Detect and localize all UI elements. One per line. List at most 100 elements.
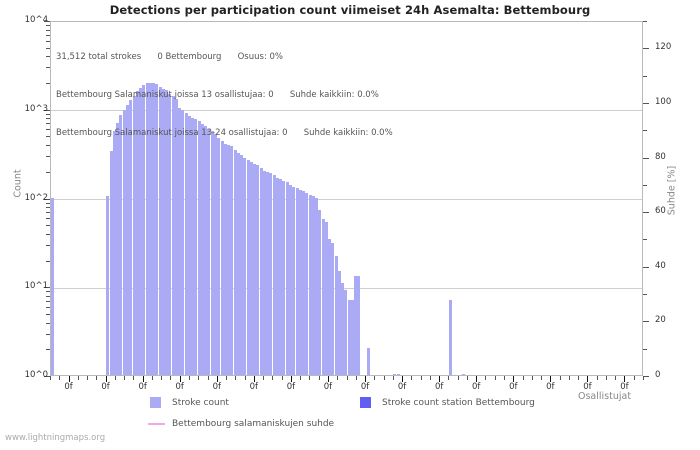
x-axis-minor-tick [504,376,506,380]
bar [448,300,452,375]
x-axis-minor-tick [300,376,302,380]
y-axis-left-minor-tick [46,300,50,302]
bar [272,174,276,375]
y-axis-left-minor-tick [46,67,50,69]
x-axis-tick-label: 0f [212,382,221,392]
x-axis-minor-tick [485,376,487,380]
x-axis: 0f 0f 0f 0f 0f 0f 0f 0f 0f 0f 0f 0f 0f 0f 0f 0f [50,376,644,398]
x-axis-tick [68,376,70,382]
bar [275,178,279,375]
y-axis-left-minor-tick [46,322,50,324]
x-axis-tick [402,376,404,382]
bar [119,114,123,375]
y-axis-right-tick [643,294,647,296]
x-axis-tick-label: 0f [138,382,147,392]
bar [145,83,149,375]
bar [174,99,178,375]
bar [337,270,341,375]
bar [334,255,338,375]
x-axis-tick [439,376,441,382]
x-axis-title: Osallistujat [578,391,632,402]
y-axis-left-minor-tick [46,136,50,138]
bar [158,87,162,375]
x-axis-minor-tick [633,376,635,380]
x-axis-minor-tick [235,376,237,380]
x-axis-minor-tick [59,376,61,380]
y-axis-left-tick-label: 10^4 [24,15,48,25]
x-axis-tick-label: 0f [546,382,555,392]
x-axis-minor-tick [457,376,459,380]
y-axis-left-minor-tick [46,171,50,173]
gridline-1e2 [51,199,642,200]
legend-label[interactable]: Bettembourg salamaniskujen suhde [172,419,335,429]
x-axis-minor-tick [188,376,190,380]
bar [262,170,266,375]
x-axis-minor-tick [318,376,320,380]
bar [207,129,211,375]
bar [328,239,332,375]
bar [191,117,195,375]
y-axis-left-minor-tick [46,349,50,351]
x-axis-tick [365,376,367,382]
bar [142,85,146,375]
x-axis-minor-tick [559,376,561,380]
bar [256,165,260,375]
bar [148,83,152,375]
x-axis-tick-label: 0f [64,382,73,392]
bar [266,171,270,375]
gridline-1e3 [51,110,642,111]
bar [197,121,201,375]
y-axis-left-minor-tick [46,83,50,85]
plot-area [50,21,643,376]
legend-swatch [360,397,371,408]
bar [318,210,322,375]
x-axis-tick-label: 0f [620,382,629,392]
legend-label[interactable]: Stroke count [172,398,229,408]
x-axis-minor-tick [429,376,431,380]
y-axis-left-minor-tick [46,207,50,209]
bar [122,109,126,375]
bar [253,163,257,375]
bar [155,84,159,375]
x-axis-minor-tick [522,376,524,380]
y-axis-left-title: Count [12,169,24,198]
bar [223,144,227,375]
bar [324,221,328,375]
x-axis-tick-label: 0f [101,382,110,392]
x-axis-minor-tick [151,376,153,380]
x-axis-minor-tick [124,376,126,380]
x-axis-minor-tick [355,376,357,380]
chart-legend: Stroke count Stroke count station Bettemb… [0,392,700,432]
bar [367,348,371,375]
bar [230,146,234,375]
bar [178,108,182,375]
x-axis-tick-label: 0f [583,382,592,392]
y-axis-left-minor-tick [46,313,50,315]
watermark: www.lightningmaps.org [5,433,106,443]
y-axis-right-tick [643,102,649,104]
bar [132,95,136,375]
y-axis-right-tick [643,239,647,241]
bar [194,119,198,375]
bar [305,193,309,375]
bar [285,181,289,375]
x-axis-minor-tick [272,376,274,380]
legend-label[interactable]: Stroke count station Bettembourg [382,398,535,408]
bar [288,184,292,375]
bar [298,189,302,375]
bar [109,151,113,375]
y-axis-right-tick-label: 20 [655,315,666,326]
x-axis-tick [142,376,144,382]
x-axis-minor-tick [374,376,376,380]
legend-line-marker [148,423,165,425]
y-axis-left-minor-tick [46,202,50,204]
y-axis-right-tick-label: 100 [655,96,672,107]
y-axis-right-tick [643,321,649,323]
x-axis-minor-tick [448,376,450,380]
x-axis-minor-tick [198,376,200,380]
bar [350,300,354,375]
y-axis-right-tick [643,212,649,214]
x-axis-minor-tick [346,376,348,380]
y-axis-left-tick [44,287,50,289]
y-axis-left-minor-tick [46,34,50,36]
